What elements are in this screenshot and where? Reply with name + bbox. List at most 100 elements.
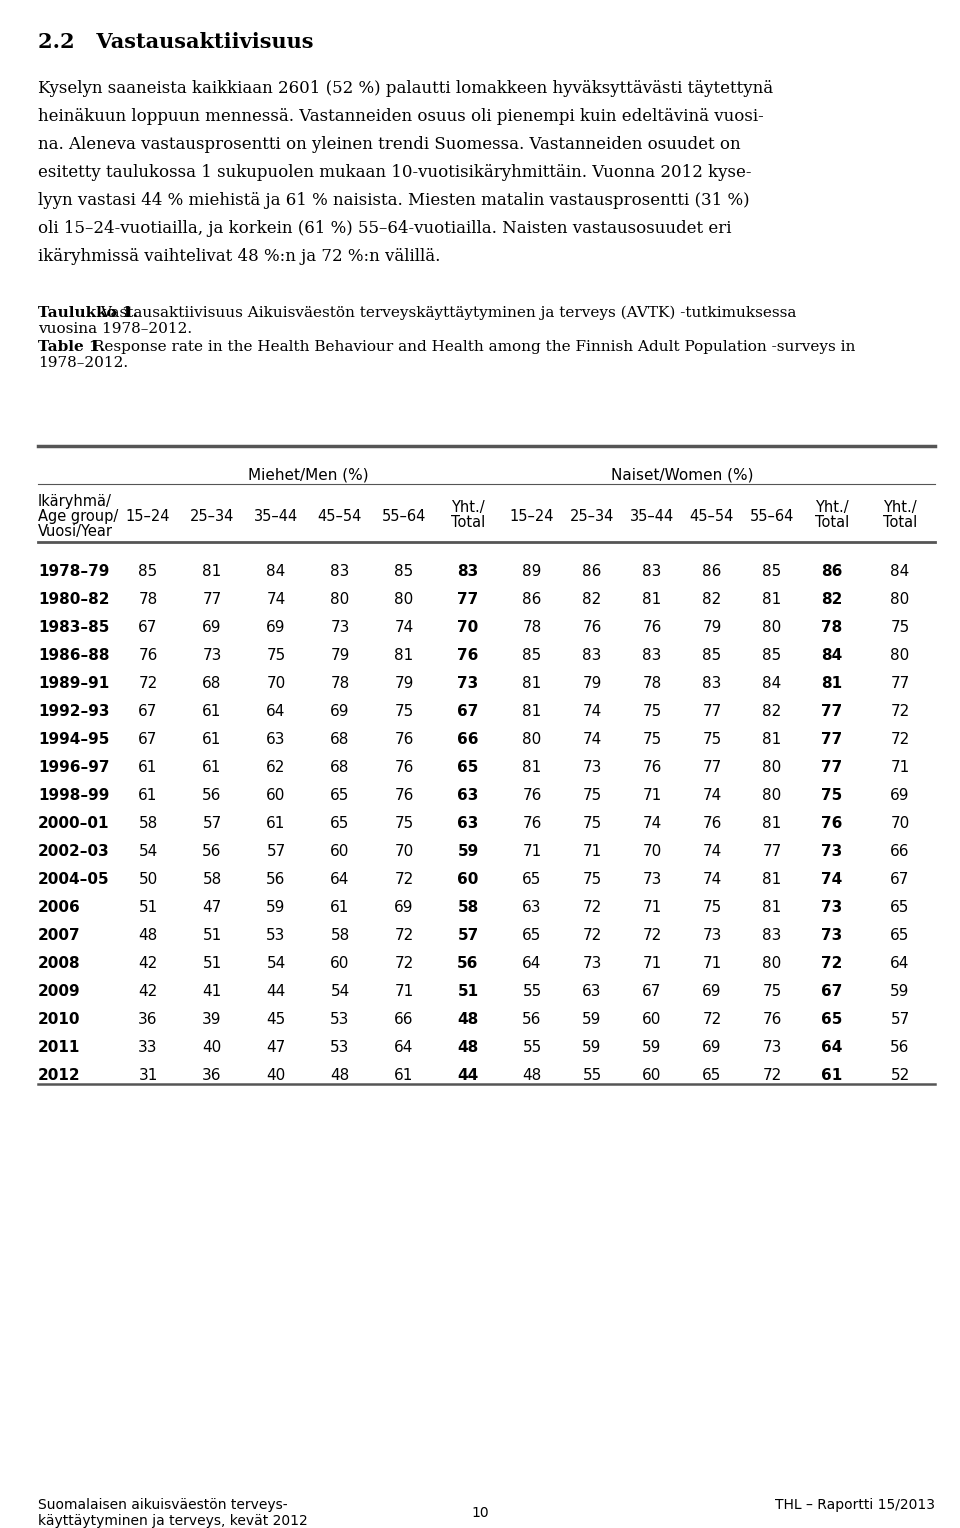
Text: 54: 54 [138, 843, 157, 859]
Text: 63: 63 [457, 816, 479, 831]
Text: 75: 75 [583, 816, 602, 831]
Text: 73: 73 [703, 927, 722, 943]
Text: 69: 69 [890, 788, 910, 804]
Text: 69: 69 [330, 704, 349, 720]
Text: 2004–05: 2004–05 [38, 872, 109, 886]
Text: 77: 77 [822, 759, 843, 775]
Text: 55: 55 [522, 984, 541, 999]
Text: 51: 51 [138, 900, 157, 915]
Text: 72: 72 [583, 900, 602, 915]
Text: 85: 85 [762, 564, 781, 579]
Text: Taulukko 1.: Taulukko 1. [38, 306, 138, 319]
Text: 69: 69 [395, 900, 414, 915]
Text: 66: 66 [457, 732, 479, 747]
Text: 64: 64 [266, 704, 286, 720]
Text: 2010: 2010 [38, 1012, 81, 1027]
Text: 73: 73 [822, 843, 843, 859]
Text: 65: 65 [457, 759, 479, 775]
Text: 61: 61 [395, 1068, 414, 1083]
Text: 69: 69 [266, 620, 286, 636]
Text: 55–64: 55–64 [750, 509, 794, 524]
Text: 83: 83 [457, 564, 479, 579]
Text: lyyn vastasi 44 % miehistä ja 61 % naisista. Miesten matalin vastausprosentti (3: lyyn vastasi 44 % miehistä ja 61 % naisi… [38, 193, 750, 209]
Text: 60: 60 [642, 1068, 661, 1083]
Text: 60: 60 [330, 957, 349, 970]
Text: 85: 85 [522, 648, 541, 663]
Text: vuosina 1978–2012.: vuosina 1978–2012. [38, 322, 192, 336]
Text: 76: 76 [583, 620, 602, 636]
Text: 40: 40 [266, 1068, 286, 1083]
Text: 80: 80 [762, 788, 781, 804]
Text: 57: 57 [890, 1012, 910, 1027]
Text: 83: 83 [642, 648, 661, 663]
Text: 86: 86 [822, 564, 843, 579]
Text: 67: 67 [822, 984, 843, 999]
Text: 77: 77 [203, 591, 222, 607]
Text: ikäryhmissä vaihtelivat 48 %:n ja 72 %:n välillä.: ikäryhmissä vaihtelivat 48 %:n ja 72 %:n… [38, 248, 441, 264]
Text: Total: Total [815, 515, 850, 530]
Text: 83: 83 [330, 564, 349, 579]
Text: 77: 77 [703, 759, 722, 775]
Text: 78: 78 [642, 675, 661, 691]
Text: 84: 84 [762, 675, 781, 691]
Text: 61: 61 [203, 704, 222, 720]
Text: 66: 66 [395, 1012, 414, 1027]
Text: 68: 68 [203, 675, 222, 691]
Text: 72: 72 [762, 1068, 781, 1083]
Text: 71: 71 [642, 900, 661, 915]
Text: 31: 31 [138, 1068, 157, 1083]
Text: 79: 79 [703, 620, 722, 636]
Text: Total: Total [883, 515, 917, 530]
Text: 76: 76 [522, 788, 541, 804]
Text: 73: 73 [762, 1041, 781, 1054]
Text: 45: 45 [266, 1012, 286, 1027]
Text: 56: 56 [203, 788, 222, 804]
Text: 1978–79: 1978–79 [38, 564, 109, 579]
Text: 76: 76 [395, 759, 414, 775]
Text: 58: 58 [138, 816, 157, 831]
Text: 63: 63 [266, 732, 286, 747]
Text: 85: 85 [703, 648, 722, 663]
Text: Ikäryhmä/: Ikäryhmä/ [38, 494, 112, 509]
Text: 82: 82 [762, 704, 781, 720]
Text: 76: 76 [703, 816, 722, 831]
Text: 74: 74 [583, 732, 602, 747]
Text: 80: 80 [890, 648, 910, 663]
Text: 83: 83 [583, 648, 602, 663]
Text: 50: 50 [138, 872, 157, 886]
Text: 59: 59 [266, 900, 286, 915]
Text: 59: 59 [642, 1041, 661, 1054]
Text: 73: 73 [457, 675, 479, 691]
Text: 55–64: 55–64 [382, 509, 426, 524]
Text: 77: 77 [703, 704, 722, 720]
Text: 86: 86 [522, 591, 541, 607]
Text: 71: 71 [890, 759, 910, 775]
Text: 54: 54 [266, 957, 286, 970]
Text: 75: 75 [822, 788, 843, 804]
Text: Total: Total [451, 515, 485, 530]
Text: 75: 75 [642, 732, 661, 747]
Text: 2009: 2009 [38, 984, 81, 999]
Text: 2006: 2006 [38, 900, 81, 915]
Text: 85: 85 [395, 564, 414, 579]
Text: 35–44: 35–44 [253, 509, 299, 524]
Text: 61: 61 [138, 788, 157, 804]
Text: 73: 73 [642, 872, 661, 886]
Text: 76: 76 [522, 816, 541, 831]
Text: 65: 65 [522, 872, 541, 886]
Text: 59: 59 [583, 1041, 602, 1054]
Text: 82: 82 [822, 591, 843, 607]
Text: 76: 76 [642, 759, 661, 775]
Text: 75: 75 [703, 900, 722, 915]
Text: Table 1.: Table 1. [38, 341, 105, 354]
Text: 72: 72 [583, 927, 602, 943]
Text: 1994–95: 1994–95 [38, 732, 109, 747]
Text: 71: 71 [703, 957, 722, 970]
Text: 1983–85: 1983–85 [38, 620, 109, 636]
Text: 63: 63 [583, 984, 602, 999]
Text: 61: 61 [330, 900, 349, 915]
Text: 75: 75 [395, 816, 414, 831]
Text: 82: 82 [583, 591, 602, 607]
Text: 65: 65 [890, 927, 910, 943]
Text: 65: 65 [330, 816, 349, 831]
